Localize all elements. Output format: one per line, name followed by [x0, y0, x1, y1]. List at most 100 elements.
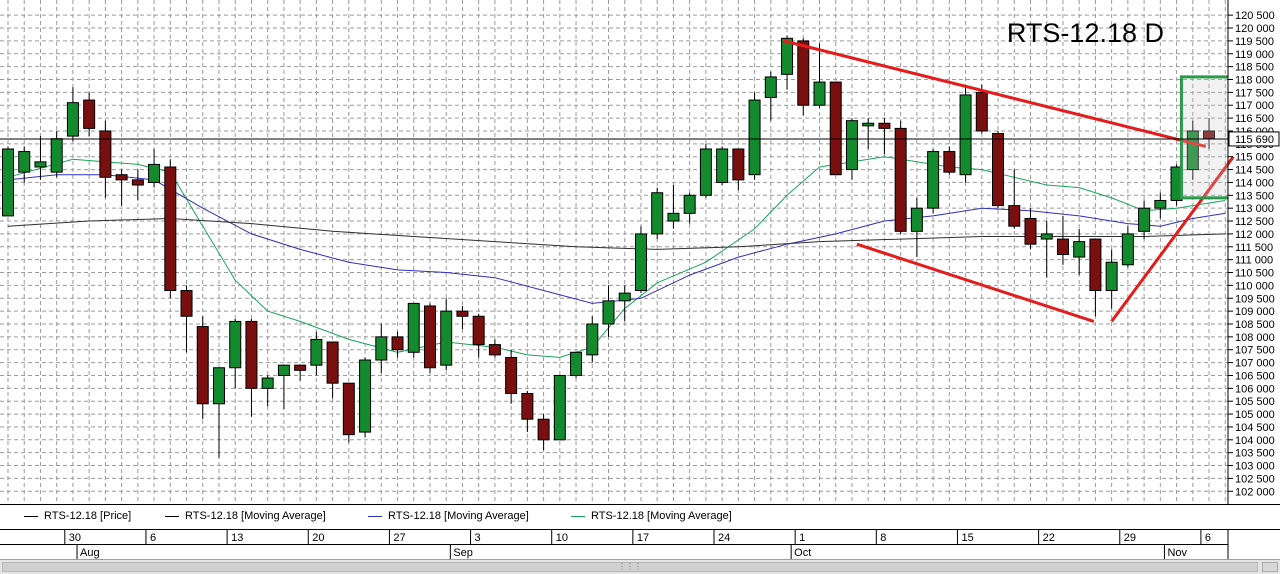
date-label: 17: [637, 532, 649, 544]
y-tick-label: 109 500: [1235, 293, 1275, 305]
candle-body: [602, 300, 615, 325]
candle-body: [359, 359, 372, 433]
candle-body: [829, 81, 842, 176]
legend: RTS-12.18 [Price] RTS-12.18 [Moving Aver…: [0, 504, 1280, 530]
candle-body: [310, 338, 323, 366]
month-label: Sep: [453, 547, 473, 559]
y-tick-label: 108 500: [1235, 319, 1275, 331]
moving-average-lines: [7, 156, 1226, 358]
candle-body: [959, 94, 972, 176]
y-tick-label: 105 500: [1235, 396, 1275, 408]
bearish-candle: [391, 331, 404, 358]
bearish-candle: [83, 92, 96, 137]
bullish-candle: [148, 148, 161, 188]
month-label: Nov: [1167, 547, 1187, 559]
candle-body: [1073, 241, 1086, 258]
candle-body: [472, 315, 485, 346]
bullish-candle: [927, 148, 940, 214]
candle-body: [927, 151, 940, 209]
bullish-candle: [1154, 192, 1167, 219]
bearish-candle: [342, 382, 355, 443]
scroll-right-button[interactable]: [1262, 562, 1278, 572]
y-tick-label: 113 000: [1235, 203, 1274, 215]
bearish-candle: [521, 390, 534, 433]
bearish-candle: [164, 159, 177, 299]
candle-body: [1040, 233, 1053, 240]
candle-body: [115, 174, 128, 181]
candle-body: [99, 130, 112, 178]
candle-body: [570, 351, 583, 376]
bullish-candle: [18, 146, 31, 183]
candle-body: [781, 37, 794, 75]
date-labels: 30 6 13 20 27 3 10 17 24 1 8 15 22 29 6 Aug Sep Oct Nov: [64, 530, 1211, 559]
bearish-candle: [99, 120, 112, 198]
y-tick-label: 106 500: [1235, 370, 1275, 382]
candle-body: [1186, 130, 1199, 171]
date-label: 8: [880, 532, 886, 544]
y-tick-label: 106 000: [1235, 383, 1275, 395]
candle-body: [50, 138, 63, 173]
legend-swatch: [368, 515, 382, 517]
bearish-candle: [196, 316, 209, 420]
target-box: [1179, 75, 1228, 200]
bullish-candle: [407, 302, 420, 358]
candle-body: [553, 374, 566, 441]
candle-body: [845, 120, 858, 171]
scrollbar-thumb[interactable]: ⋮⋮⋮: [2, 562, 1258, 572]
date-label: 30: [69, 532, 81, 544]
y-tick-label: 114 000: [1235, 177, 1274, 189]
bullish-candle: [2, 146, 14, 217]
bullish-candle: [1138, 200, 1151, 240]
legend-label: RTS-12.18 [Moving Average]: [591, 510, 732, 522]
target-box-fill: [1181, 76, 1228, 198]
candle-body: [975, 91, 988, 132]
annotations: [783, 39, 1235, 323]
candle-body: [2, 148, 14, 217]
y-tick-label: 116 500: [1235, 113, 1274, 125]
y-tick-label: 109 000: [1235, 306, 1275, 318]
y-tick-label: 102 500: [1235, 473, 1275, 485]
legend-swatch: [165, 515, 179, 517]
trendline: [856, 242, 1095, 323]
date-label: 22: [1043, 532, 1055, 544]
bearish-candle: [131, 169, 144, 201]
bullish-candle: [862, 118, 875, 149]
trendline: [1110, 155, 1235, 323]
bearish-candle: [829, 81, 842, 176]
horizontal-scrollbar[interactable]: ⋮⋮⋮: [0, 559, 1280, 574]
bearish-candle: [423, 303, 436, 373]
date-label: 20: [312, 532, 324, 544]
legend-item-price: RTS-12.18 [Price]: [24, 510, 131, 522]
current-price-box: [1228, 131, 1280, 147]
candle-body: [1138, 207, 1151, 232]
legend-item-ma-slow: RTS-12.18 [Moving Average]: [165, 510, 326, 522]
bearish-candle: [894, 120, 907, 234]
candles: [2, 35, 1216, 458]
candle-body: [375, 336, 388, 361]
y-tick-label: 118 500: [1235, 62, 1274, 74]
candle-body: [894, 127, 907, 232]
bullish-candle: [748, 92, 761, 180]
bearish-candle: [797, 38, 810, 116]
bearish-candle: [537, 414, 550, 451]
candle-body: [277, 364, 290, 376]
candle-body: [391, 336, 404, 351]
y-tick-label: 113 500: [1235, 190, 1274, 202]
bullish-candle: [310, 331, 323, 376]
candle-body: [245, 320, 258, 389]
y-tick-label: 111 500: [1235, 242, 1273, 254]
date-label: 10: [556, 532, 568, 544]
candle-body: [212, 367, 225, 405]
bearish-candle: [1008, 169, 1021, 229]
moving-average-line: [7, 156, 1226, 358]
legend-swatch: [24, 515, 38, 517]
y-tick-label: 103 000: [1235, 461, 1275, 473]
candle-body: [440, 310, 453, 366]
bullish-candle: [586, 316, 599, 363]
legend-label: RTS-12.18 [Moving Average]: [185, 510, 326, 522]
bullish-candle: [1105, 249, 1118, 309]
date-label: 3: [475, 532, 481, 544]
y-tick-label: 102 000: [1235, 486, 1275, 498]
bearish-candle: [115, 169, 128, 206]
